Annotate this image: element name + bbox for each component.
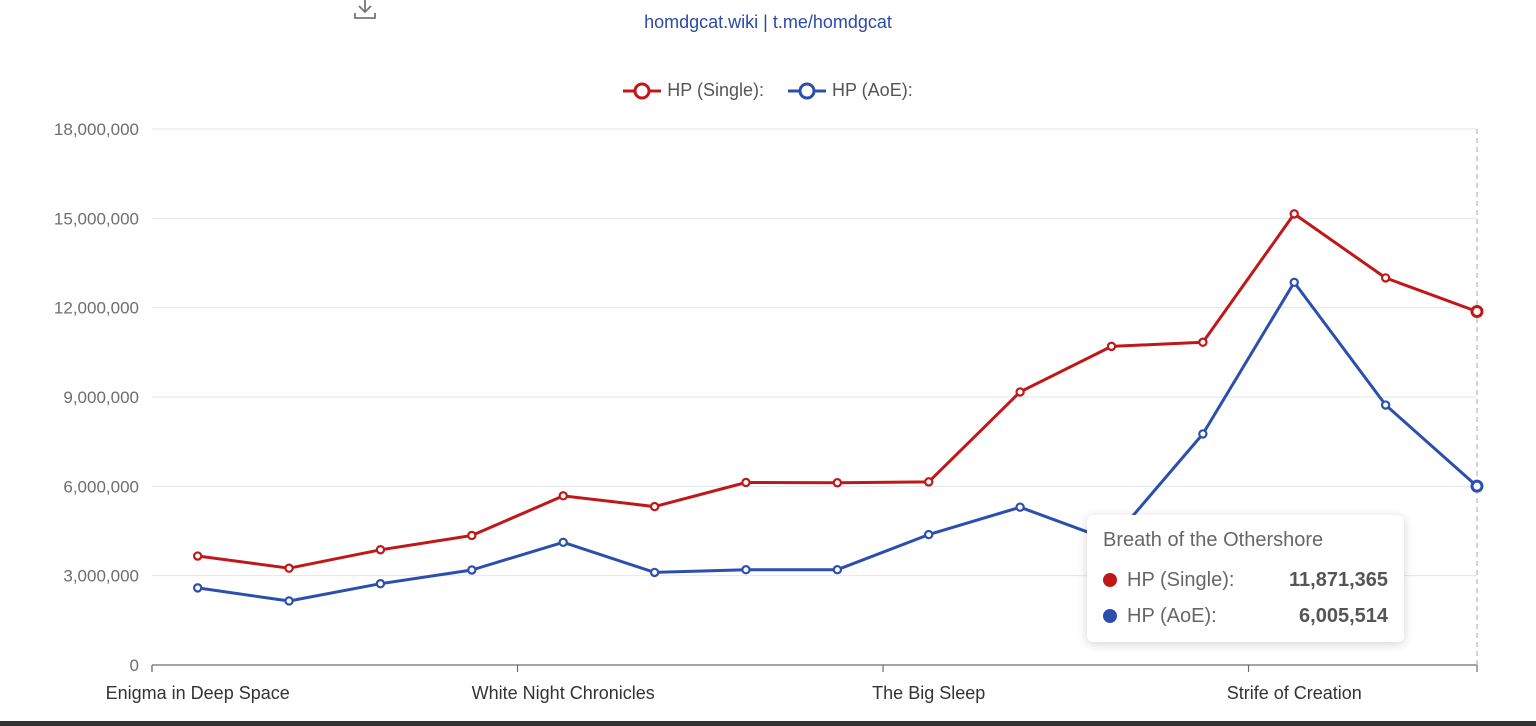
data-point	[284, 596, 294, 606]
y-tick-label: 15,000,000	[54, 209, 139, 228]
x-tick-label: The Big Sleep	[872, 683, 985, 703]
data-point	[1470, 479, 1484, 493]
y-tick-label: 18,000,000	[54, 120, 139, 139]
data-point	[924, 529, 934, 540]
data-point	[924, 477, 934, 487]
legend-item-hp-aoe[interactable]: HP (AoE):	[788, 80, 913, 101]
legend-label: HP (Single):	[667, 80, 764, 100]
series-dot-icon	[1103, 573, 1117, 587]
legend-label: HP (AoE):	[832, 80, 913, 100]
data-point	[467, 565, 477, 575]
x-tick-label: Strife of Creation	[1227, 683, 1362, 703]
data-point	[1289, 209, 1299, 219]
y-tick-label: 12,000,000	[54, 299, 139, 318]
data-point	[1470, 304, 1484, 318]
data-point	[832, 478, 843, 488]
data-point	[192, 551, 203, 561]
tooltip-series-value: 6,005,514	[1299, 604, 1388, 627]
subtitle-links[interactable]: homdgcat.wiki | t.me/homdgcat	[644, 12, 892, 32]
data-point	[1015, 502, 1025, 512]
data-point	[741, 477, 751, 488]
data-point	[1380, 273, 1391, 283]
y-tick-label: 0	[130, 656, 139, 675]
tooltip-series-value: 11,871,365	[1289, 568, 1388, 591]
y-tick-label: 3,000,000	[63, 567, 139, 586]
legend-marker-icon	[623, 82, 662, 99]
data-point	[1015, 387, 1025, 397]
x-tick-label: White Night Chronicles	[472, 683, 655, 703]
tooltip-row-aoe: HP (AoE): 6,005,514	[1103, 598, 1388, 634]
legend-item-hp-single[interactable]: HP (Single):	[623, 80, 764, 101]
y-tick-label: 9,000,000	[63, 388, 139, 407]
series-dot-icon	[1103, 609, 1117, 623]
data-point	[467, 530, 477, 541]
legend-marker-icon	[788, 82, 826, 99]
chart-tooltip: Breath of the Othershore HP (Single): 11…	[1087, 515, 1404, 642]
data-point	[192, 583, 203, 593]
data-point	[375, 545, 386, 555]
tooltip-series-name: HP (Single):	[1127, 568, 1235, 591]
y-tick-label: 6,000,000	[63, 477, 139, 496]
window-bottom-edge	[0, 721, 1536, 726]
data-point	[741, 565, 751, 575]
data-point	[649, 501, 660, 512]
data-point	[1289, 277, 1299, 288]
data-point	[558, 537, 568, 548]
data-point	[558, 491, 568, 501]
data-point	[375, 579, 386, 589]
data-point	[1198, 429, 1208, 439]
data-point	[1106, 341, 1117, 352]
download-icon[interactable]	[353, 0, 377, 22]
data-point	[649, 567, 660, 578]
data-point	[1198, 337, 1208, 347]
tooltip-title: Breath of the Othershore	[1103, 529, 1324, 551]
tooltip-row-single: HP (Single): 11,871,365	[1103, 562, 1388, 598]
chart-legend: HP (Single): HP (AoE):	[0, 80, 1536, 101]
data-point	[832, 565, 843, 575]
data-point	[1380, 400, 1391, 410]
tooltip-series-name: HP (AoE):	[1127, 604, 1217, 627]
x-tick-label: Enigma in Deep Space	[106, 683, 290, 703]
data-point	[284, 563, 294, 573]
